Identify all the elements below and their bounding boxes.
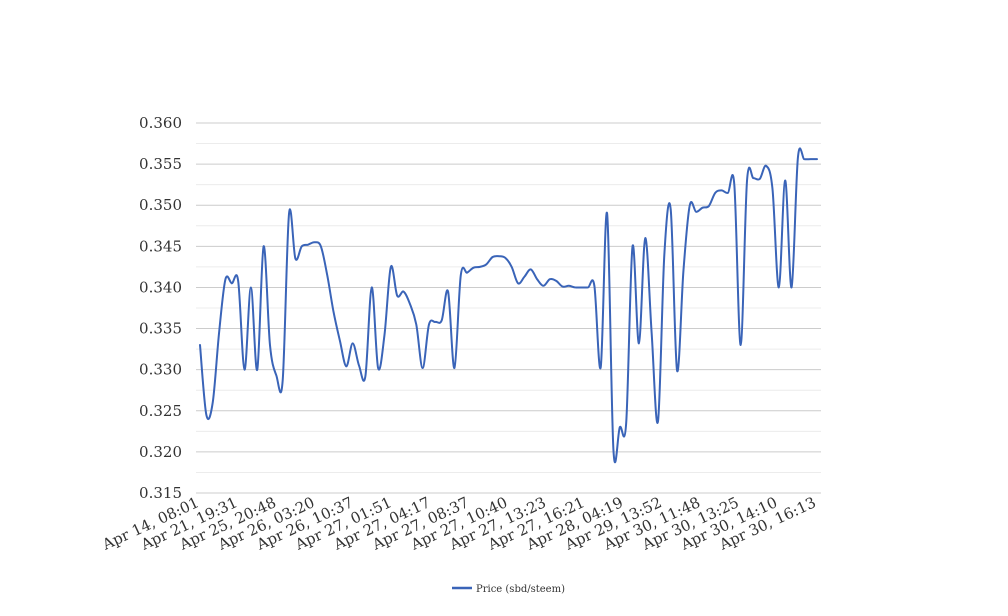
y-tick-label: 0.330 xyxy=(139,361,182,379)
y-tick-label: 0.335 xyxy=(139,320,182,338)
y-tick-label: 0.315 xyxy=(139,484,182,502)
y-tick-label: 0.340 xyxy=(139,278,182,296)
grid-lines xyxy=(196,122,821,494)
y-tick-label: 0.355 xyxy=(139,155,182,173)
series-line-price xyxy=(199,147,818,463)
y-axis-tick-labels: 0.360 0.355 0.350 0.345 0.340 0.335 0.330 0.325… xyxy=(139,114,182,502)
legend-label: Price (sbd/steem) xyxy=(476,584,565,595)
y-tick-label: 0.345 xyxy=(139,237,182,255)
series-group xyxy=(199,147,818,463)
y-tick-label: 0.350 xyxy=(139,196,182,214)
y-tick-label: 0.320 xyxy=(139,443,182,461)
y-tick-label: 0.325 xyxy=(139,402,182,420)
y-tick-label: 0.360 xyxy=(139,114,182,132)
legend: Price (sbd/steem) xyxy=(452,584,565,595)
